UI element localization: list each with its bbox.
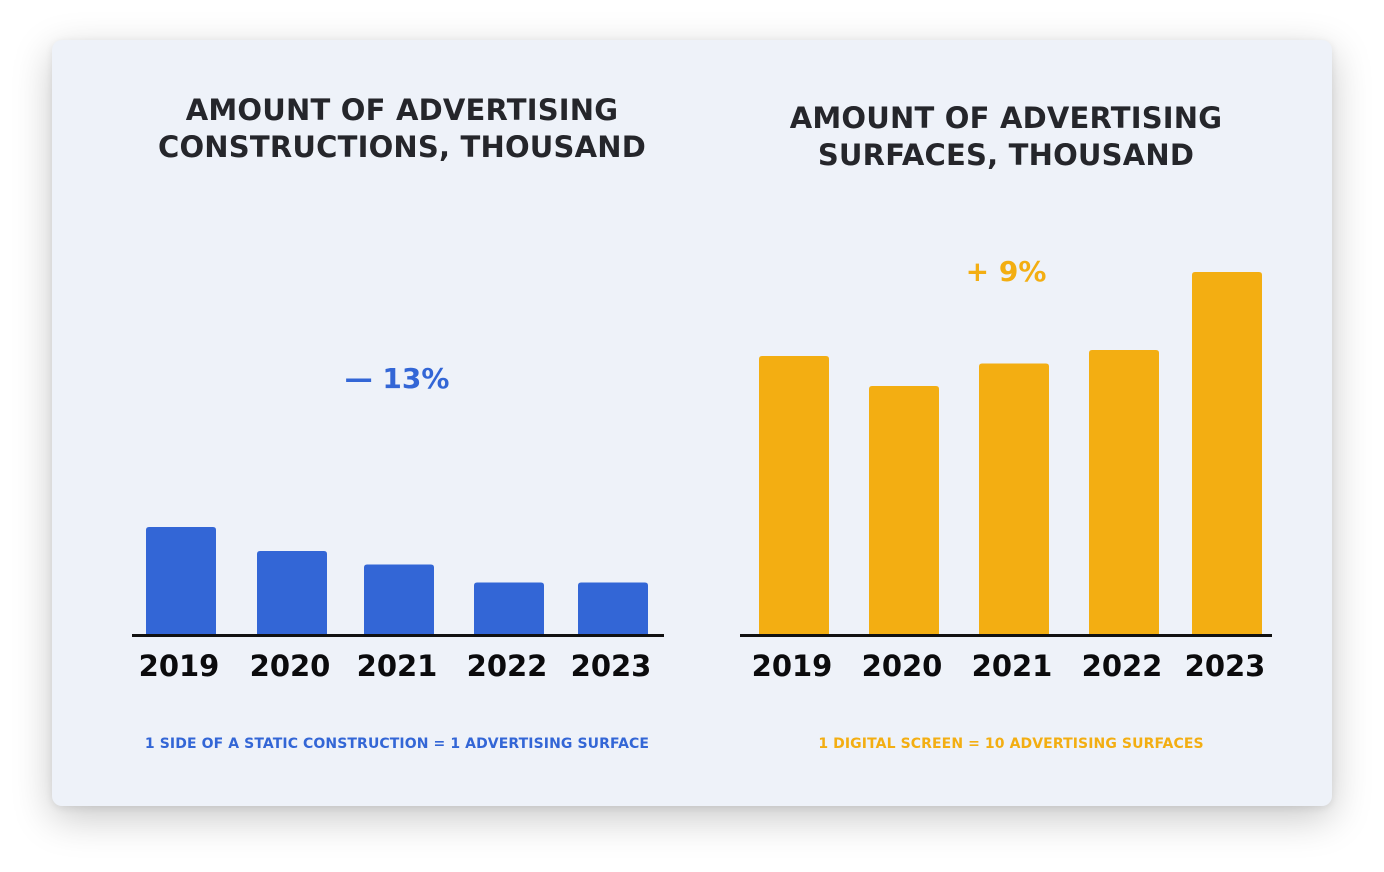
left-bar-chart: 2019 2020 2021 2022 2023 — 13% — [132, 362, 664, 683]
left-x-tick-2019: 2019 — [139, 649, 220, 683]
left-chart-title-line-1: AMOUNT OF ADVERTISING — [185, 93, 619, 127]
right-bar-2021 — [979, 363, 1049, 635]
right-bar-2020 — [869, 386, 939, 635]
left-x-tick-2020: 2020 — [250, 649, 331, 683]
right-bar-2023 — [1192, 272, 1262, 635]
left-x-tick-2021: 2021 — [357, 649, 438, 683]
right-chart-title-line-2: SURFACES, THOUSAND — [817, 138, 1195, 172]
right-chart-title-line-1: AMOUNT OF ADVERTISING — [789, 101, 1223, 135]
left-bar-2022 — [474, 582, 544, 635]
left-change-label: — 13% — [345, 362, 450, 395]
left-bar-2020 — [257, 551, 327, 635]
right-x-tick-2022: 2022 — [1082, 649, 1163, 683]
right-bar-2022 — [1089, 350, 1159, 635]
right-chart-footnote: 1 DIGITAL SCREEN = 10 ADVERTISING SURFAC… — [818, 736, 1204, 752]
left-chart-title: AMOUNT OF ADVERTISING CONSTRUCTIONS, THO… — [130, 92, 674, 166]
left-x-tick-2022: 2022 — [467, 649, 548, 683]
right-x-tick-2021: 2021 — [972, 649, 1053, 683]
left-chart-footnote: 1 SIDE OF A STATIC CONSTRUCTION = 1 ADVE… — [144, 736, 650, 752]
right-chart-title: AMOUNT OF ADVERTISING SURFACES, THOUSAND — [734, 100, 1278, 174]
left-x-tick-2023: 2023 — [571, 649, 652, 683]
right-change-label: + 9% — [966, 255, 1047, 288]
left-bar-2021 — [364, 564, 434, 635]
right-x-tick-2020: 2020 — [862, 649, 943, 683]
right-x-tick-2019: 2019 — [752, 649, 833, 683]
left-chart-title-line-2: CONSTRUCTIONS, THOUSAND — [157, 130, 647, 164]
right-bar-chart: 2019 2020 2021 2022 2023 + 9% — [740, 255, 1272, 683]
right-x-tick-2023: 2023 — [1185, 649, 1266, 683]
right-bar-2019 — [759, 356, 829, 635]
left-bar-2019 — [146, 527, 216, 635]
left-bar-2023 — [578, 582, 648, 635]
